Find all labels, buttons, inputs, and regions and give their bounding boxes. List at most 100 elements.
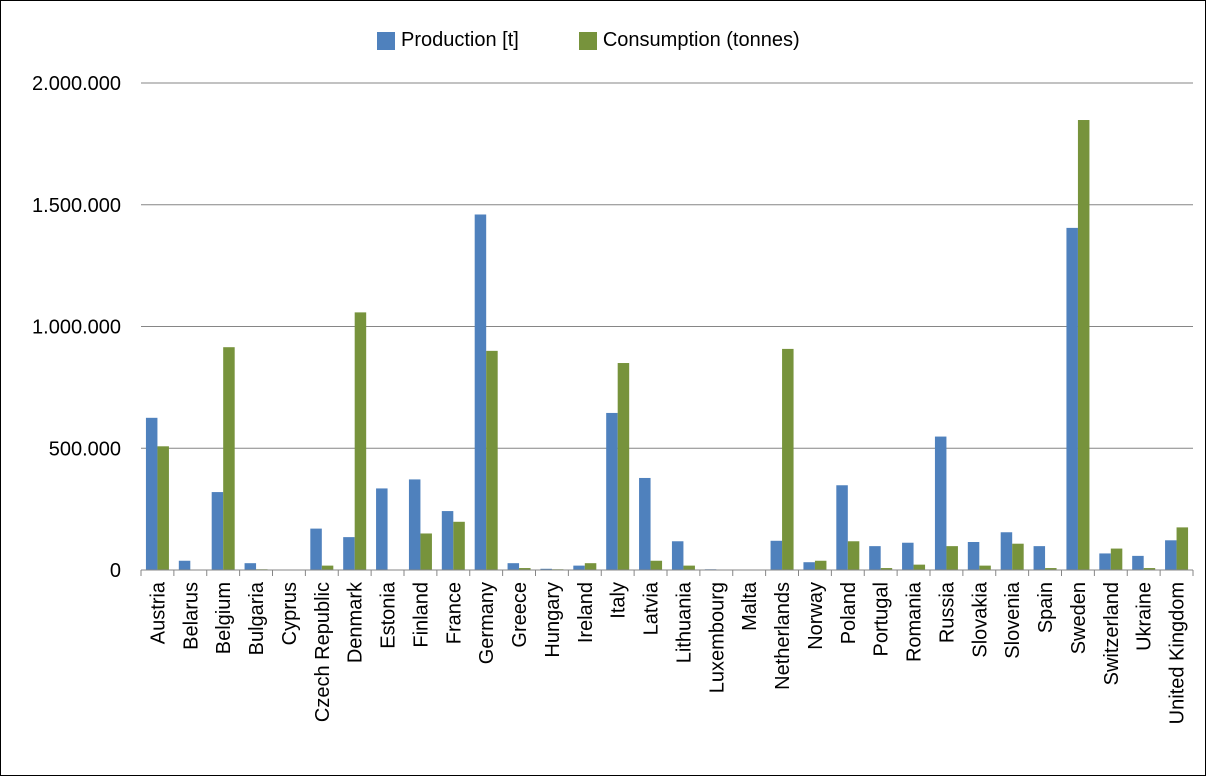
bar-consumption: [847, 541, 860, 570]
bar-production: [1099, 553, 1111, 570]
bar-production: [934, 436, 947, 570]
bar-production: [770, 540, 783, 570]
x-tick-label: Latvia: [641, 581, 663, 635]
bar-production: [244, 563, 257, 570]
x-tick-label: Norway: [805, 582, 827, 650]
bar-consumption: [946, 546, 958, 570]
bar-consumption: [880, 568, 893, 570]
bar-production: [310, 528, 322, 570]
x-tick-label: Italy: [608, 582, 630, 619]
bar-consumption: [584, 563, 597, 570]
x-tick-label: Poland: [838, 582, 860, 644]
bar-production: [671, 541, 684, 570]
bar-production: [967, 541, 980, 570]
bar-production: [507, 563, 520, 570]
x-tick-label: Slovenia: [1002, 581, 1024, 659]
x-tick-label: Malta: [739, 581, 761, 631]
x-tick-label: Greece: [509, 582, 531, 648]
bar-production: [1000, 532, 1013, 570]
legend-label-production: Production [t]: [401, 29, 519, 51]
bar-production: [869, 546, 881, 570]
bar-production: [178, 560, 191, 570]
bar-production: [606, 412, 618, 570]
bar-consumption: [650, 560, 663, 570]
bar-consumption: [782, 348, 794, 570]
x-tick-label: France: [443, 582, 465, 644]
bar-consumption: [913, 564, 926, 570]
bar-production: [408, 479, 421, 570]
y-tick-label: 1.500.000: [32, 195, 121, 217]
bar-consumption: [354, 312, 367, 570]
x-tick-label: Hungary: [542, 582, 564, 658]
x-tick-label: Lithuania: [673, 581, 695, 663]
bar-production: [376, 488, 388, 570]
bar-consumption: [1143, 568, 1156, 570]
bar-consumption: [1012, 543, 1024, 570]
x-tick-label: Cyprus: [279, 582, 301, 645]
bar-production: [1033, 546, 1046, 570]
x-tick-label: Ireland: [575, 582, 597, 643]
bar-production: [211, 492, 224, 570]
bar-production: [803, 562, 815, 570]
x-tick-label: Czech Republic: [312, 582, 334, 722]
y-tick-label: 0: [110, 560, 121, 582]
bar-production: [1066, 227, 1078, 570]
bar-production: [540, 568, 552, 570]
bar-consumption: [1176, 527, 1189, 570]
bar-consumption: [453, 521, 465, 570]
legend-swatch-consumption: [578, 31, 597, 50]
legend-label-consumption: Consumption (tonnes): [602, 29, 800, 51]
bar-consumption: [1077, 120, 1090, 571]
x-tick-label: Luxembourg: [706, 582, 728, 693]
x-tick-label: Germany: [476, 582, 498, 664]
legend-swatch-production: [377, 31, 395, 50]
bar-consumption: [683, 565, 695, 570]
bar-consumption: [321, 565, 334, 570]
x-tick-label: Ukraine: [1134, 582, 1156, 651]
y-tick-label: 2.000.000: [32, 73, 121, 95]
x-tick-label: Belgium: [213, 582, 235, 654]
legend: Production [t] Consumption (tonnes): [377, 29, 860, 52]
x-tick-label: Sweden: [1068, 582, 1090, 654]
x-tick-label: Belarus: [180, 582, 202, 650]
bar-consumption: [157, 446, 169, 570]
bar-production: [145, 417, 158, 570]
y-tick-label: 1.000.000: [32, 317, 121, 339]
bar-consumption: [1110, 548, 1123, 570]
x-tick-label: Russia: [936, 581, 958, 643]
x-tick-label: Denmark: [345, 581, 367, 663]
bar-consumption: [1045, 568, 1057, 570]
bar-production: [441, 511, 454, 570]
bar-production: [902, 542, 914, 570]
x-tick-label: Romania: [904, 581, 926, 662]
bar-production: [1132, 555, 1144, 570]
bar-production: [1165, 540, 1177, 570]
legend-item-consumption: Consumption (tonnes): [578, 29, 800, 52]
bar-production: [343, 537, 355, 570]
bar-production: [474, 214, 487, 571]
x-tick-label: United Kingdom: [1167, 582, 1189, 724]
bar-production: [573, 565, 585, 570]
y-tick-label: 500.000: [49, 438, 121, 460]
bar-consumption: [486, 350, 498, 570]
legend-item-production: Production [t]: [377, 29, 519, 52]
x-tick-label: Spain: [1035, 582, 1057, 633]
bar-consumption: [420, 533, 432, 570]
x-tick-label: Estonia: [378, 581, 400, 649]
bar-consumption: [979, 565, 991, 570]
bar-consumption: [223, 347, 235, 570]
x-tick-label: Austria: [147, 581, 169, 644]
x-tick-label: Portugal: [871, 582, 893, 657]
x-tick-label: Switzerland: [1101, 582, 1123, 685]
bar-production: [639, 477, 651, 570]
x-tick-label: Slovakia: [969, 581, 991, 657]
bar-consumption: [519, 568, 531, 570]
bar-production: [836, 485, 848, 570]
x-tick-label: Bulgaria: [246, 581, 268, 655]
x-tick-label: Finland: [410, 582, 432, 648]
bar-consumption: [814, 560, 827, 570]
x-tick-label: Netherlands: [772, 582, 794, 690]
bar-consumption: [617, 363, 630, 570]
